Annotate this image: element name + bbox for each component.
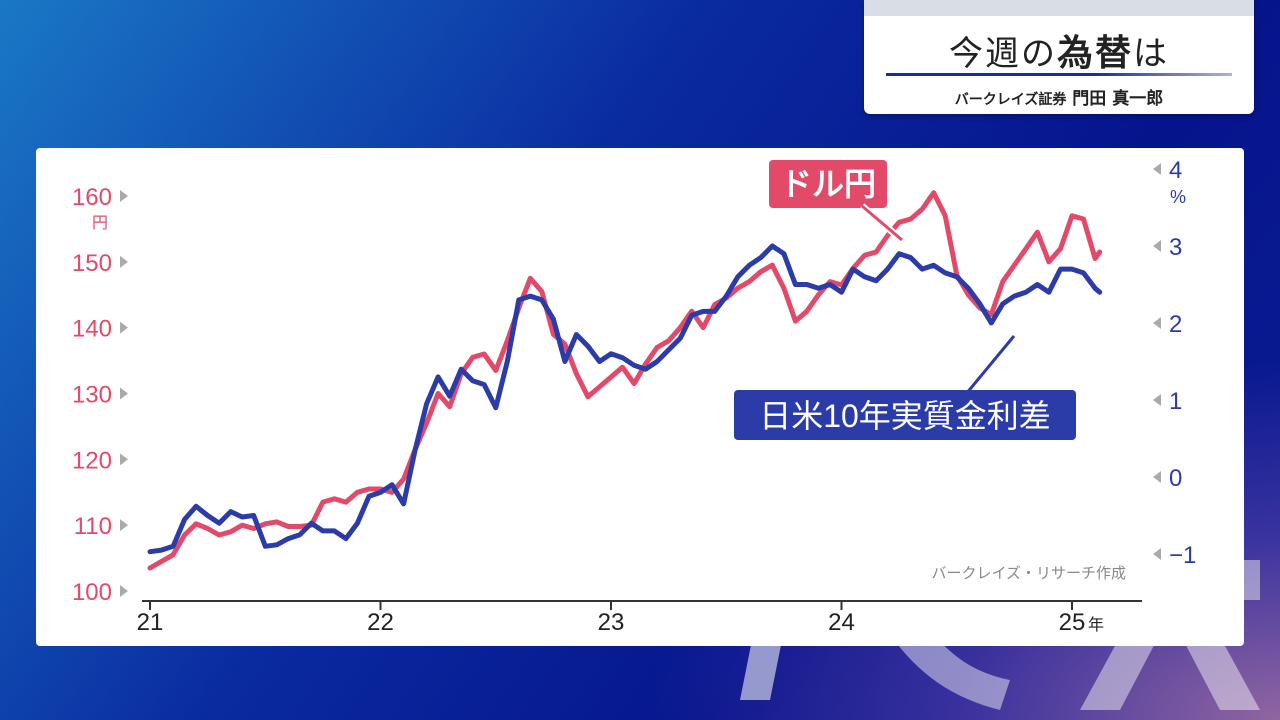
page-title: 今週の為替は: [864, 24, 1254, 76]
left-tick-arrow: [120, 387, 128, 400]
right-tick-label: 3: [1169, 234, 1182, 261]
right-tick-label: 4: [1169, 157, 1182, 184]
right-tick-arrow: [1153, 548, 1161, 560]
right-tick-arrow: [1153, 240, 1161, 252]
title-panel: 今週の為替は バークレイズ証券 門田 真一郎: [864, 0, 1254, 114]
chart-credit: バークレイズ・リサーチ作成: [931, 565, 1126, 582]
left-tick-label: 140: [72, 316, 112, 343]
usdjpy-callout-box: [769, 160, 887, 208]
left-tick-arrow: [120, 255, 128, 268]
spread-callout-leader: [964, 335, 1016, 395]
usdjpy-line: [147, 190, 1103, 571]
exchange-rate-chart: 21 22 23 24 25 年100110120130140150160円−101234…: [72, 157, 1196, 636]
right-tick-label: 1: [1169, 388, 1182, 415]
right-tick-arrow: [1153, 394, 1161, 406]
spread-callout-box: [734, 390, 1076, 440]
title-bold: 為替: [1056, 33, 1133, 74]
analyst-name: 門田 真一郎: [1072, 89, 1164, 109]
right-tick-label: 0: [1169, 465, 1182, 492]
x-tick-label: 22: [367, 609, 394, 636]
usdjpy-callout-leader: [861, 204, 903, 242]
rate-spread-line: [147, 243, 1103, 555]
left-tick-label: 160: [72, 184, 112, 211]
left-tick-arrow: [120, 190, 128, 202]
left-tick-arrow: [120, 453, 128, 466]
right-tick-arrow: [1153, 471, 1161, 483]
left-tick-arrow: [120, 585, 128, 597]
title-top-strip: [864, 0, 1254, 16]
right-tick-arrow: [1153, 317, 1161, 329]
source-org: バークレイズ証券: [954, 92, 1067, 108]
title-divider: [886, 73, 1232, 76]
left-tick-label: 110: [74, 513, 112, 540]
left-tick-label: 120: [72, 447, 112, 474]
right-axis-unit: %: [1170, 187, 1186, 207]
right-tick-arrow: [1153, 163, 1161, 175]
x-tick-label: 24: [828, 609, 855, 636]
left-tick-arrow: [120, 321, 128, 334]
left-axis-unit: 円: [92, 215, 108, 232]
x-tick-label: 23: [598, 609, 625, 636]
title-post: は: [1133, 34, 1169, 74]
left-tick-arrow: [120, 519, 128, 532]
usdjpy-callout-label: ドル円: [780, 166, 876, 202]
left-tick-label: 100: [72, 579, 112, 606]
left-tick-label: 130: [72, 382, 112, 409]
chart-card: 21 22 23 24 25 年 100 110 120 130 140 150 160 円 −1 0 1 2 3 4…: [36, 148, 1244, 646]
right-tick-label: 2: [1169, 311, 1182, 338]
x-tick-label: 25: [1059, 609, 1086, 636]
title-pre: 今週の: [948, 34, 1057, 74]
left-tick-label: 150: [72, 250, 112, 277]
x-axis-unit: 年: [1088, 616, 1104, 634]
title-subtitle: バークレイズ証券 門田 真一郎: [864, 84, 1254, 109]
right-tick-label: −1: [1169, 542, 1196, 569]
spread-callout-label: 日米10年実質金利差: [759, 398, 1051, 434]
x-tick-label: 21: [137, 609, 164, 636]
